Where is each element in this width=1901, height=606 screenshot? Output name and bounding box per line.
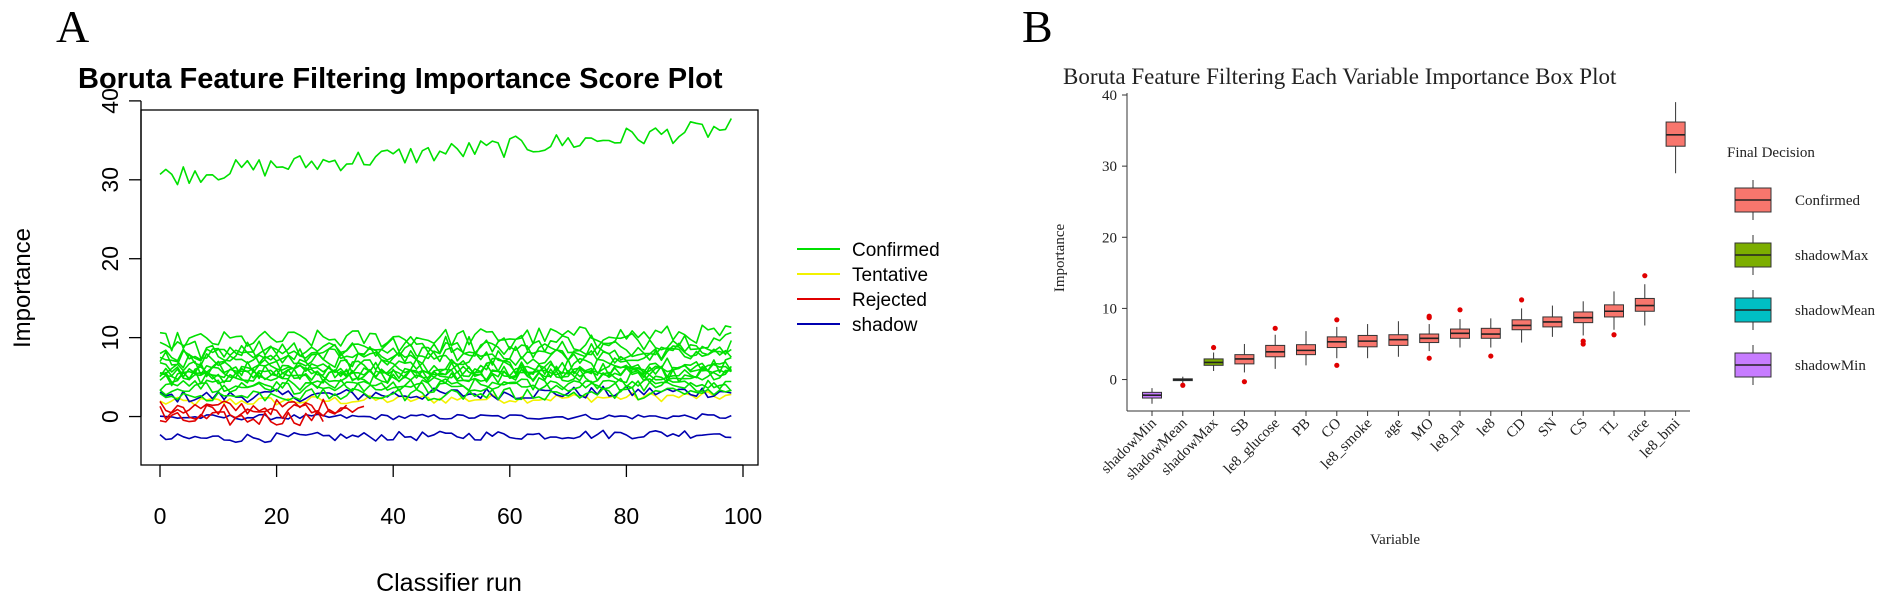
panel-b-x-tick-label: SN	[1535, 415, 1560, 440]
panel-a-series-line	[159, 429, 732, 444]
panel-a-series-line	[159, 378, 732, 396]
panel-a-y-tick-label: 30	[97, 167, 123, 193]
panel-a-series-line	[159, 390, 732, 406]
panel-b-title: Boruta Feature Filtering Each Variable I…	[1063, 64, 1617, 89]
panel-b-outlier	[1519, 297, 1525, 303]
panel-a-series-line	[159, 386, 732, 402]
panel-a-series-line	[159, 365, 732, 384]
panel-b-outlier	[1611, 332, 1617, 338]
panel-b-legend: Final Decision Confirmed shadowMax shadowMe…	[1727, 145, 1875, 385]
panel-a-y-tick-label: 10	[97, 325, 123, 351]
panel-a-y-tick-label: 0	[97, 410, 123, 423]
panel-a-x-tick-label: 20	[264, 503, 290, 529]
panel-b-y-tick-label: 20	[1102, 230, 1117, 246]
panel-b-x-tick-label: le8	[1474, 416, 1498, 440]
panel-a-letter: A	[56, 1, 89, 52]
panel-b-y-axis-label: Importance	[1052, 224, 1068, 293]
panel-b-outlier	[1180, 382, 1186, 388]
panel-b: B Boruta Feature Filtering Each Variable…	[1022, 1, 1875, 548]
panel-b-x-tick-label: age	[1380, 415, 1406, 441]
panel-a-y-axis-label: Importance	[9, 228, 36, 348]
panel-a-legend-label: Tentative	[852, 265, 928, 286]
panel-b-x-tick-label: CS	[1567, 416, 1591, 440]
panel-b-boxes	[1142, 102, 1686, 404]
panel-a-lines	[159, 118, 733, 444]
panel-b-x-tick-label: TL	[1598, 416, 1622, 440]
panel-a-series-line	[159, 324, 732, 352]
panel-b-x-tick-label: CD	[1503, 415, 1529, 441]
panel-b-legend-label: shadowMax	[1795, 248, 1869, 264]
panel-a-series-line	[159, 331, 732, 359]
panel-a-x-tick-label: 60	[497, 503, 523, 529]
panel-a-y-tick-label: 40	[97, 88, 123, 114]
panel-a-series-line	[159, 365, 732, 385]
panel-a-title: Boruta Feature Filtering Importance Scor…	[78, 63, 723, 95]
panel-a-x-tick-label: 100	[724, 503, 762, 529]
panel-a-legend-label: Rejected	[852, 290, 927, 311]
panel-a-series-line	[159, 118, 733, 186]
panel-b-outlier	[1426, 313, 1432, 319]
panel-b-outlier	[1426, 355, 1432, 361]
panel-a-series-line	[159, 398, 365, 416]
panel-b-y-tick-label: 0	[1110, 373, 1118, 389]
panel-b-legend-title: Final Decision	[1727, 145, 1815, 161]
panel-b-outlier	[1334, 362, 1340, 368]
panel-b-legend-label: shadowMin	[1795, 358, 1866, 374]
panel-b-x-tick-label: PB	[1290, 416, 1314, 440]
panel-a-axes: 0 10 20 30 40 0 20 40 60 80 100	[97, 88, 762, 529]
panel-a-legend-label: Confirmed	[852, 240, 940, 261]
panel-b-outlier	[1272, 325, 1278, 331]
panel-a-y-tick-label: 20	[97, 246, 123, 272]
panel-b-outlier	[1580, 338, 1586, 344]
panel-a-legend: Confirmed Tentative Rejected shadow	[797, 240, 940, 336]
panel-b-legend-label: shadowMean	[1795, 303, 1875, 319]
panel-b-y-tick-label: 10	[1102, 301, 1117, 317]
panel-b-x-tick-label: SB	[1228, 416, 1252, 440]
panel-b-x-tick-label: le8_pa	[1428, 415, 1468, 455]
panel-a-x-tick-label: 40	[380, 503, 406, 529]
panel-b-outlier	[1241, 379, 1247, 385]
panel-a-series-line	[159, 345, 732, 366]
panel-b-outlier	[1211, 344, 1217, 351]
panel-b-y-tick-label: 40	[1102, 88, 1117, 104]
panel-b-x-axis-label: Variable	[1370, 532, 1420, 548]
panel-b-outlier	[1457, 307, 1463, 313]
panel-b-y-tick-label: 30	[1102, 159, 1117, 175]
panel-a-series-line	[159, 385, 732, 404]
panel-a-x-tick-label: 80	[614, 503, 640, 529]
panel-b-legend-label: Confirmed	[1795, 193, 1860, 209]
panel-a-x-tick-label: 0	[154, 503, 167, 529]
panel-a: A Boruta Feature Filtering Importance Sc…	[9, 1, 940, 597]
panel-a-series-line	[159, 413, 732, 421]
panel-a-legend-label: shadow	[852, 315, 918, 336]
panel-b-outlier	[1488, 353, 1494, 359]
panel-b-outlier	[1334, 317, 1340, 323]
panel-a-series-line	[159, 410, 324, 427]
panel-b-outlier	[1642, 273, 1648, 279]
panel-b-letter: B	[1022, 1, 1053, 52]
panel-a-x-axis-label: Classifier run	[376, 569, 522, 597]
panel-a-series-line	[159, 347, 732, 369]
panel-b-x-tick-label: le8_glucose	[1221, 415, 1283, 477]
